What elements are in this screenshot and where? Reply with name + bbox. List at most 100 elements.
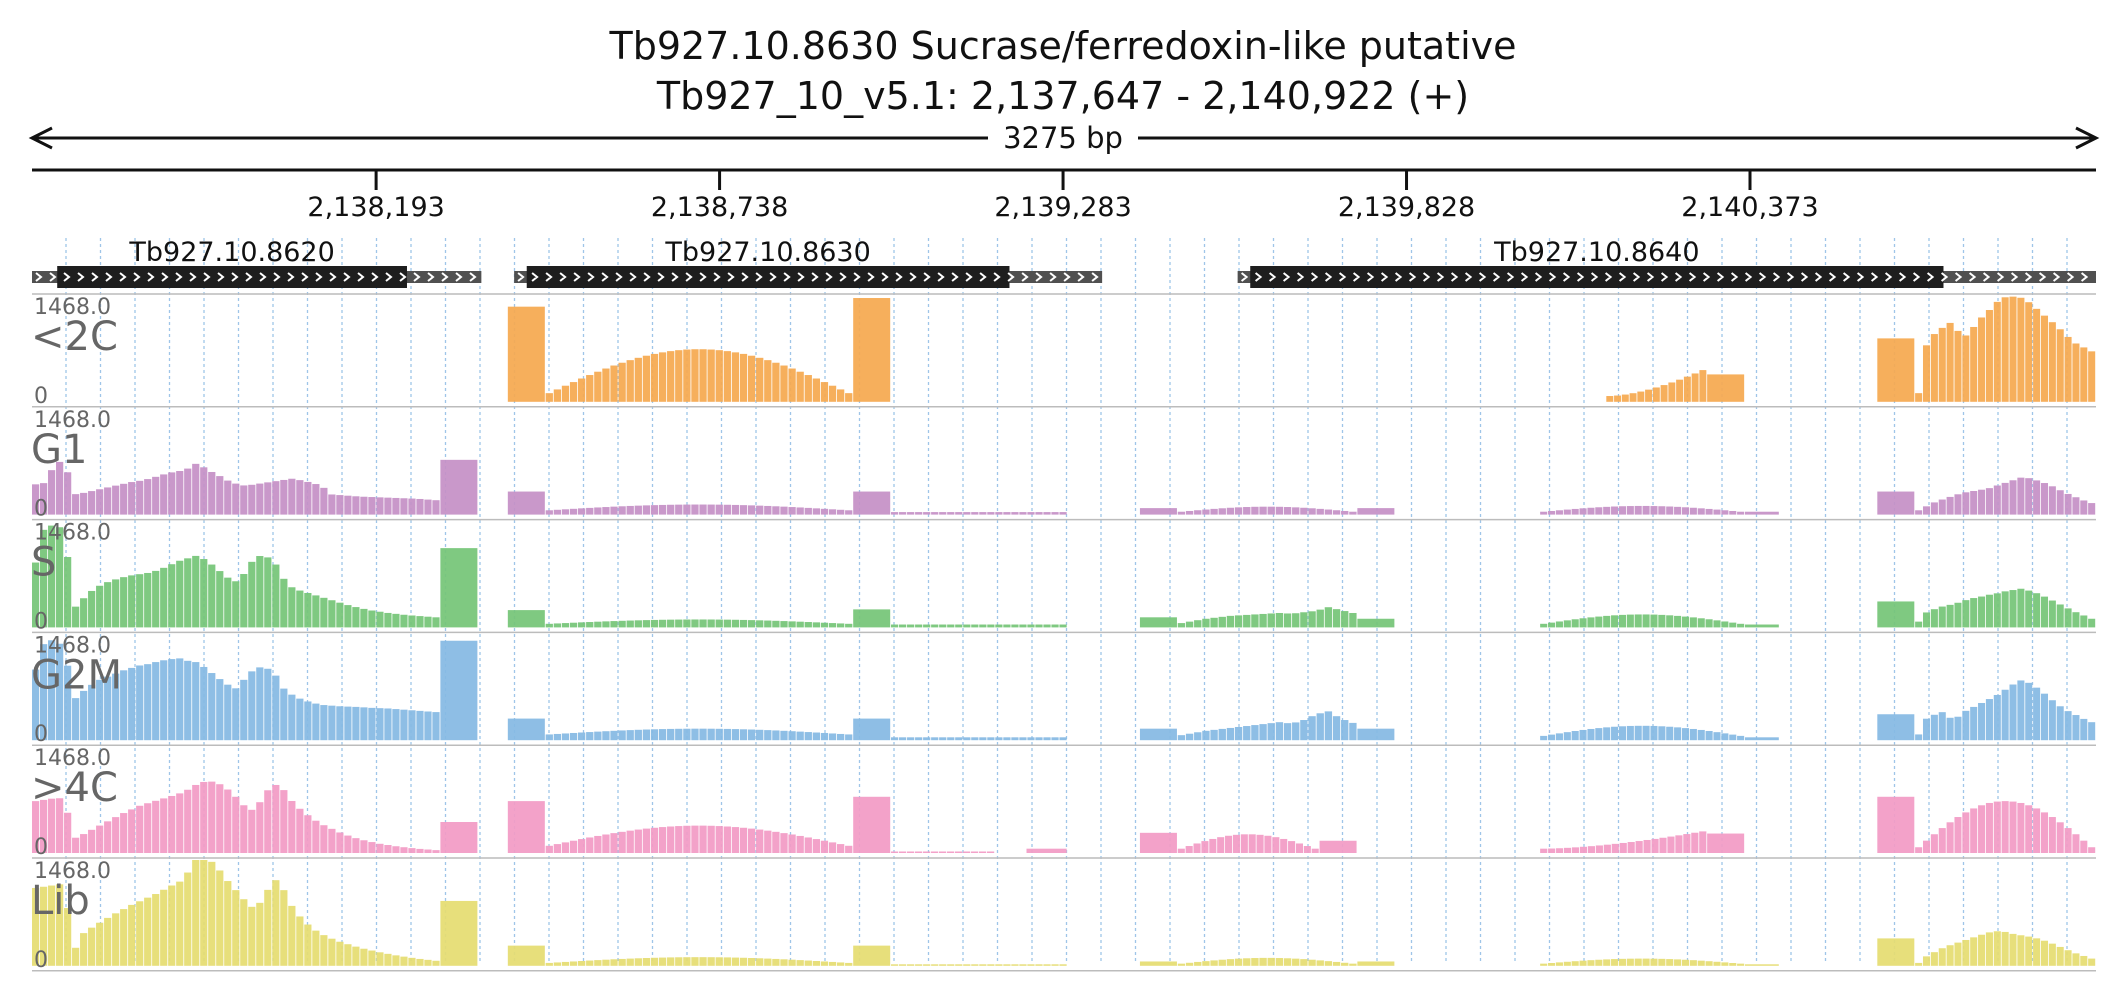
coverage-bar [176,658,184,741]
coverage-bar [272,675,280,741]
coverage-bar [80,492,88,515]
coverage-bar [723,351,731,402]
coverage-bar [1555,510,1563,515]
coverage-bar [2001,482,2009,515]
coverage-bar [320,935,328,966]
coverage-bar [416,848,424,853]
coverage-bar [264,557,272,628]
coverage-bar [1614,395,1622,402]
coverage-bar [1970,598,1978,628]
coverage-bar [683,504,691,515]
coverage-bar [1357,618,1395,628]
coverage-bar [1341,962,1349,966]
track-zero-label: 0 [34,384,48,409]
coverage-bar [828,733,837,741]
gene-label: Tb927.10.8630 [664,237,870,268]
coverage-bar [658,729,667,741]
coverage-bar [128,482,136,515]
coverage-bar [1218,728,1226,741]
coverage-bar [384,708,392,741]
coverage-bar [667,504,675,515]
coverage-bar [626,360,634,402]
coverage-bar [56,527,64,628]
coverage-bar [1626,614,1634,628]
coverage-bar [104,676,112,741]
coverage-bar [1201,841,1209,853]
coverage-bar [368,707,376,741]
coverage-bar [1603,844,1611,853]
coverage-bar [2040,940,2049,966]
coverage-bar [336,706,344,741]
coverage-bar [248,484,256,515]
coverage-bar [602,368,610,402]
track-max-label: 1468.0 [34,408,111,433]
track-zero-label: 0 [34,948,48,973]
coverage-bar [907,737,915,741]
coverage-bar [376,708,384,741]
coverage-bar [1651,838,1659,853]
coverage-bar [1658,506,1666,515]
coverage-bar [1202,961,1210,966]
coverage-bar [955,512,963,515]
coverage-bar [764,620,772,628]
coverage-bar [618,506,626,515]
coverage-bar [1332,609,1341,628]
coverage-bar [812,961,821,966]
coverage-bar [144,664,152,741]
coverage-bar [837,962,845,966]
coverage-bar [104,917,112,966]
track-name: G1 [31,427,87,473]
coverage-bar [1603,506,1611,515]
gene-models: Tb927.10.8620 Tb927.10.8630 Tb927.10.8640 [32,237,2096,288]
coverage-bar [104,582,112,628]
coverage-bar [1729,510,1737,515]
coverage-bar [328,600,336,628]
coverage-bar [979,624,987,628]
coverage-bar [176,471,184,515]
coverage-bar [224,684,232,741]
coverage-bar [2009,296,2017,402]
coverage-bar [64,557,72,628]
gene-model: Tb927.10.8630 [514,237,1103,288]
coverage-bar [376,497,384,515]
coverage-bar [1634,958,1642,966]
coverage-bar [1650,725,1658,741]
coverage-bar [96,585,104,628]
coverage-bar [1922,506,1931,515]
coverage-bar [683,728,691,741]
coverage-bar [288,800,296,853]
coverage-bar [1642,725,1650,741]
coverage-bar [56,643,64,741]
coverage-bar [1658,958,1666,966]
coverage-bar [48,885,56,966]
coverage-bar [440,822,478,853]
coverage-bar [1954,330,1962,402]
coverage-bar [1642,958,1650,966]
coverage-bar [1043,737,1051,741]
coverage-bar [2072,834,2080,853]
coverage-bar [1626,725,1634,741]
coverage-bar [845,393,853,402]
coverage-bar [416,616,424,628]
coverage-bar [2080,615,2088,628]
coverage-bar [192,662,200,741]
gene-cds [57,266,407,288]
coverage-bar [723,504,731,515]
coverage-bar [344,944,352,966]
coverage-bar [1275,958,1284,966]
coverage-bar [288,694,296,741]
coverage-bar [56,461,64,515]
coverage-bar [650,729,659,741]
coverage-bar [288,905,296,966]
coverage-bar [683,957,691,966]
coverage-bar [788,507,796,515]
coverage-bar [553,509,562,515]
coverage-bar [128,667,136,741]
coverage-bar [1946,496,1954,515]
coverage-bar [1681,616,1690,628]
coverage-bar [80,690,88,741]
coverage-bar [2017,297,2025,402]
coverage-bar [2017,935,2025,966]
coverage-bar [963,624,971,628]
coverage-bar [586,375,594,402]
